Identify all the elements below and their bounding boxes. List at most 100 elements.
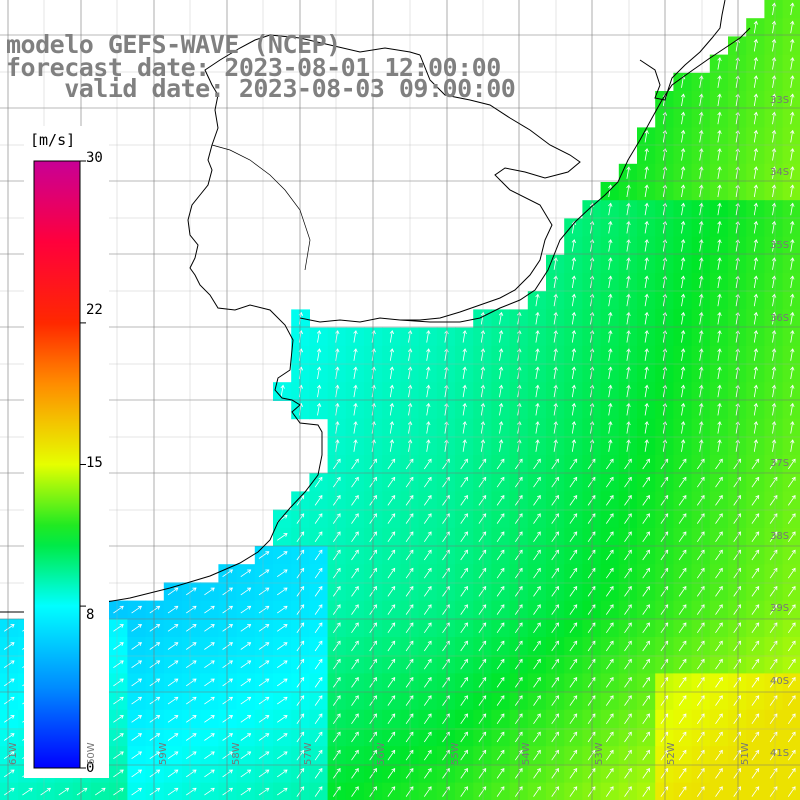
wind-speed-cell xyxy=(709,709,729,729)
wind-speed-cell xyxy=(691,691,711,711)
wind-speed-cell xyxy=(600,709,620,729)
wind-arrow xyxy=(699,202,704,216)
wind-arrow xyxy=(680,239,686,252)
latitude-label: 40S xyxy=(770,676,790,687)
wind-speed-cell xyxy=(673,564,693,583)
wind-speed-cell xyxy=(473,673,492,693)
wind-speed-cell xyxy=(491,509,511,529)
wind-speed-cell xyxy=(418,709,438,729)
wind-speed-cell xyxy=(527,455,547,474)
wind-arrow xyxy=(316,348,322,361)
wind-speed-cell xyxy=(364,691,383,711)
wind-arrow xyxy=(717,421,722,434)
wind-speed-cell xyxy=(564,600,583,620)
wind-speed-cell xyxy=(327,691,347,711)
wind-speed-cell xyxy=(382,546,401,565)
wind-arrow xyxy=(699,166,704,179)
wind-arrow xyxy=(608,439,613,452)
wind-arrow xyxy=(316,330,322,343)
wind-speed-cell xyxy=(291,527,310,547)
wind-speed-cell xyxy=(491,473,511,492)
wind-speed-cell xyxy=(600,546,620,565)
wind-arrow xyxy=(498,384,504,398)
wind-arrow xyxy=(790,148,795,161)
longitude-label: 60W xyxy=(86,742,97,765)
wind-arrow xyxy=(608,311,613,325)
wind-speed-cell xyxy=(163,600,183,620)
wind-speed-cell xyxy=(564,637,583,656)
wind-arrow xyxy=(680,402,686,416)
wind-speed-cell xyxy=(564,491,583,511)
wind-speed-cell xyxy=(546,728,565,747)
wind-speed-cell xyxy=(673,527,693,547)
wind-speed-cell xyxy=(364,582,383,602)
wind-speed-cell xyxy=(436,491,456,511)
wind-speed-cell xyxy=(491,673,511,693)
wind-speed-cell xyxy=(673,728,693,747)
longitude-label: 58W xyxy=(231,742,242,765)
wind-speed-cell xyxy=(600,691,620,711)
wind-speed-cell xyxy=(546,600,565,620)
wind-speed-cell xyxy=(491,600,511,620)
wind-speed-cell xyxy=(637,655,656,674)
wind-arrow xyxy=(535,421,540,434)
wind-speed-cell xyxy=(382,764,401,784)
wind-speed-cell xyxy=(327,655,347,674)
wind-speed-cell xyxy=(382,455,401,474)
wind-speed-cell xyxy=(254,764,274,784)
wind-arrow xyxy=(351,476,359,488)
wind-arrow xyxy=(551,513,559,524)
longitude-label: 51W xyxy=(740,742,751,765)
wind-arrow xyxy=(535,348,540,361)
wind-arrow xyxy=(790,202,795,216)
wind-arrow xyxy=(642,476,650,488)
wind-speed-cell xyxy=(527,564,547,583)
wind-arrow xyxy=(660,476,669,488)
wind-speed-cell xyxy=(637,564,656,583)
wind-speed-cell xyxy=(564,546,583,565)
wind-speed-cell xyxy=(400,546,420,565)
wind-speed-cell xyxy=(546,546,565,565)
wind-arrow xyxy=(423,476,432,488)
wind-speed-cell xyxy=(618,764,638,784)
wind-speed-cell xyxy=(145,600,165,620)
wind-speed-cell xyxy=(109,709,128,729)
wind-arrow xyxy=(680,311,686,325)
wind-speed-cell xyxy=(728,709,747,729)
wind-speed-cell xyxy=(709,637,729,656)
longitude-label: 61W xyxy=(8,742,19,765)
wind-arrow xyxy=(426,402,431,416)
wind-arrow xyxy=(660,458,669,470)
wind-speed-cell xyxy=(473,728,492,747)
wind-speed-cell xyxy=(309,673,329,693)
latitude-label: 35S xyxy=(770,240,790,251)
wind-speed-cell xyxy=(564,746,583,765)
wind-speed-cell xyxy=(345,582,365,602)
wind-arrow xyxy=(605,458,614,470)
wind-arrow xyxy=(353,366,358,380)
wind-speed-cell xyxy=(618,491,638,511)
wind-speed-cell xyxy=(382,673,401,693)
wind-arrow xyxy=(514,513,523,524)
wind-arrow xyxy=(771,93,777,107)
wind-speed-cell xyxy=(418,618,438,638)
wind-speed-cell xyxy=(564,655,583,674)
wind-arrow xyxy=(644,293,649,307)
wind-speed-cell xyxy=(473,655,492,674)
wind-speed-cell xyxy=(728,728,747,747)
longitude-label: 52W xyxy=(666,742,677,765)
wind-arrow xyxy=(407,421,413,434)
wind-speed-cell xyxy=(418,764,438,784)
wind-arrow xyxy=(790,2,795,16)
wind-speed-cell xyxy=(564,582,583,602)
wind-speed-cell xyxy=(309,655,329,674)
wind-arrow xyxy=(535,311,540,325)
wind-speed-cell xyxy=(291,637,310,656)
wind-arrow xyxy=(389,421,395,434)
wind-speed-cell xyxy=(418,527,438,547)
wind-arrow xyxy=(717,166,722,179)
wind-speed-cell xyxy=(109,764,128,784)
wind-speed-cell xyxy=(291,655,310,674)
wind-speed-cell xyxy=(637,637,656,656)
wind-speed-cell xyxy=(182,600,201,620)
